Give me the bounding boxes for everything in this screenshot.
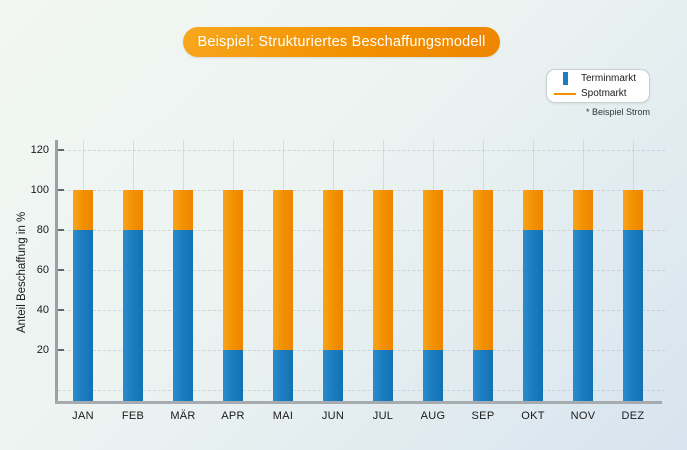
- y-tick-label-60: 60: [36, 264, 49, 276]
- y-tick-label-40: 40: [36, 304, 49, 316]
- h-gridline-80: [58, 230, 665, 231]
- bar-segment-terminmarkt-okt: [523, 230, 543, 404]
- y-tick-label-100: 100: [30, 184, 49, 196]
- y-tick-label-20: 20: [36, 344, 49, 356]
- bar-segment-terminmarkt-sep: [473, 350, 493, 404]
- h-gridline-60: [58, 270, 665, 271]
- y-tick-label-120: 120: [30, 144, 49, 156]
- y-tick-100: [58, 189, 64, 191]
- y-axis-line: [55, 140, 58, 404]
- legend-icon-slot: [553, 72, 577, 85]
- legend-icon-slot: [553, 92, 577, 95]
- y-tick-120: [58, 149, 64, 151]
- bar-segment-spotmarkt-feb: [123, 190, 143, 230]
- x-tick-label-apr: APR: [221, 410, 245, 422]
- h-gridline-100: [58, 190, 665, 191]
- bar-segment-terminmarkt-feb: [123, 230, 143, 404]
- x-axis-line: [55, 401, 662, 404]
- bar-segment-spotmarkt-jun: [323, 190, 343, 350]
- bar-segment-terminmarkt-nov: [573, 230, 593, 404]
- chart-title-pill: Beispiel: Strukturiertes Beschaffungsmod…: [183, 27, 500, 57]
- x-tick-label-jun: JUN: [321, 410, 345, 422]
- x-tick-label-feb: FEB: [121, 410, 145, 422]
- bar-segment-spotmarkt-mär: [173, 190, 193, 230]
- bar-segment-terminmarkt-apr: [223, 350, 243, 404]
- chart-title: Beispiel: Strukturiertes Beschaffungsmod…: [197, 34, 486, 50]
- bar-segment-spotmarkt-jan: [73, 190, 93, 230]
- x-tick-label-okt: OKT: [521, 410, 545, 422]
- bar-segment-terminmarkt-jan: [73, 230, 93, 404]
- legend-label-spotmarkt: Spotmarkt: [581, 88, 627, 99]
- y-tick-label-80: 80: [36, 224, 49, 236]
- y-tick-80: [58, 229, 64, 231]
- x-tick-label-nov: NOV: [570, 410, 596, 422]
- x-tick-label-mai: MAI: [272, 410, 294, 422]
- bar-segment-terminmarkt-mär: [173, 230, 193, 404]
- y-tick-60: [58, 269, 64, 271]
- legend-box: Terminmarkt Spotmarkt: [546, 69, 650, 103]
- bar-segment-spotmarkt-apr: [223, 190, 243, 350]
- legend-item-terminmarkt: Terminmarkt: [553, 72, 645, 85]
- x-tick-label-jan: JAN: [72, 410, 94, 422]
- spotmarkt-line-marker-icon: [554, 92, 576, 95]
- legend-label-terminmarkt: Terminmarkt: [581, 73, 637, 84]
- x-tick-label-dez: DEZ: [621, 410, 645, 422]
- h-gridline-40: [58, 310, 665, 311]
- bar-segment-spotmarkt-dez: [623, 190, 643, 230]
- bar-segment-terminmarkt-mai: [273, 350, 293, 404]
- x-tick-label-mär: MÄR: [170, 410, 196, 422]
- y-tick-20: [58, 349, 64, 351]
- x-tick-label-aug: AUG: [420, 410, 446, 422]
- bar-segment-terminmarkt-aug: [423, 350, 443, 404]
- bar-segment-spotmarkt-nov: [573, 190, 593, 230]
- bar-segment-spotmarkt-okt: [523, 190, 543, 230]
- legend-item-spotmarkt: Spotmarkt: [553, 87, 645, 100]
- legend-footnote: * Beispiel Strom: [585, 107, 650, 117]
- h-gridline-120: [58, 150, 665, 151]
- bar-segment-spotmarkt-aug: [423, 190, 443, 350]
- x-tick-label-jul: JUL: [372, 410, 394, 422]
- bar-segment-spotmarkt-sep: [473, 190, 493, 350]
- bar-segment-spotmarkt-jul: [373, 190, 393, 350]
- bar-segment-spotmarkt-mai: [273, 190, 293, 350]
- plot-area: 20 40 60 80 100 120 JAN FEB MÄR APR MAI JUN JUL AUG SE…: [31, 140, 665, 422]
- h-gridline-0: [58, 390, 665, 391]
- h-gridline-20: [58, 350, 665, 351]
- bar-segment-terminmarkt-jul: [373, 350, 393, 404]
- terminmarkt-bar-marker-icon: [562, 72, 568, 85]
- x-tick-label-sep: SEP: [471, 410, 495, 422]
- bar-segment-terminmarkt-dez: [623, 230, 643, 404]
- y-tick-40: [58, 309, 64, 311]
- bar-segment-terminmarkt-jun: [323, 350, 343, 404]
